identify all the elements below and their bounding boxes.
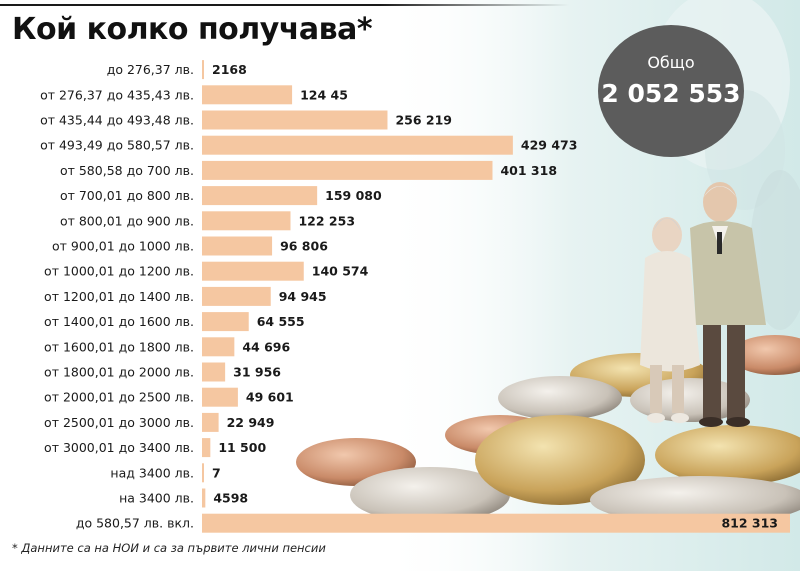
value-label: 140 574 [312, 264, 369, 279]
category-label: от 1800,01 до 2000 лв. [44, 365, 194, 380]
category-label: от 1400,01 до 1600 лв. [44, 314, 194, 329]
category-label: от 800,01 до 900 лв. [60, 213, 194, 228]
category-label: от 700,01 до 800 лв. [60, 188, 194, 203]
bar [202, 337, 235, 357]
value-label: 124 45 [300, 87, 348, 102]
category-label: от 1000,01 до 1200 лв. [44, 264, 194, 279]
category-label: до 276,37 лв. [107, 62, 194, 77]
value-label: 401 318 [500, 163, 557, 178]
value-label: 812 313 [721, 516, 778, 531]
page-title: Кой колко получава* [12, 12, 373, 47]
bar [202, 160, 493, 180]
bar [202, 236, 273, 256]
bar [202, 286, 271, 306]
bar [202, 438, 211, 458]
bar [202, 110, 388, 130]
bar [202, 261, 304, 281]
total-label: Общо [647, 53, 695, 72]
bar [202, 60, 204, 80]
category-label: над 3400 лв. [110, 465, 194, 480]
category-label: от 2500,01 до 3000 лв. [44, 415, 194, 430]
total-badge: Общо 2 052 553 [598, 25, 744, 157]
value-label: 11 500 [218, 440, 266, 455]
category-label: от 2000,01 до 2500 лв. [44, 390, 194, 405]
value-label: 429 473 [521, 138, 578, 153]
bar [202, 387, 238, 407]
category-label: от 580,58 до 700 лв. [60, 163, 194, 178]
category-label: от 276,37 до 435,43 лв. [40, 87, 194, 102]
category-label: от 900,01 до 1000 лв. [52, 239, 194, 254]
value-label: 44 696 [242, 339, 290, 354]
category-label: до 580,57 лв. вкл. [76, 516, 194, 531]
bar [202, 362, 226, 382]
value-label: 7 [212, 465, 221, 480]
value-label: 96 806 [280, 239, 328, 254]
bar [202, 488, 206, 508]
value-label: 256 219 [395, 113, 452, 128]
value-label: 64 555 [257, 314, 305, 329]
value-label: 2168 [212, 62, 247, 77]
value-label: 22 949 [227, 415, 275, 430]
category-label: на 3400 лв. [119, 491, 194, 506]
bar [202, 135, 513, 155]
elderly-couple-figurine-icon [640, 182, 766, 427]
value-label: 31 956 [233, 365, 281, 380]
bar [202, 312, 249, 332]
value-label: 122 253 [298, 213, 355, 228]
bar [202, 513, 790, 533]
category-label: от 493,49 до 580,57 лв. [40, 138, 194, 153]
value-label: 159 080 [325, 188, 382, 203]
category-label: от 1200,01 до 1400 лв. [44, 289, 194, 304]
value-label: 49 601 [246, 390, 294, 405]
bar [202, 85, 293, 105]
category-label: от 1600,01 до 1800 лв. [44, 339, 194, 354]
total-value: 2 052 553 [601, 79, 741, 108]
value-label: 94 945 [279, 289, 327, 304]
category-label: от 3000,01 до 3400 лв. [44, 440, 194, 455]
footnote: * Данните са на НОИ и са за първите личн… [12, 541, 326, 555]
category-label: от 435,44 до 493,48 лв. [40, 113, 194, 128]
bar [202, 412, 219, 432]
bar [202, 186, 318, 206]
bar [202, 211, 291, 231]
value-label: 4598 [213, 491, 248, 506]
bar [202, 463, 204, 483]
